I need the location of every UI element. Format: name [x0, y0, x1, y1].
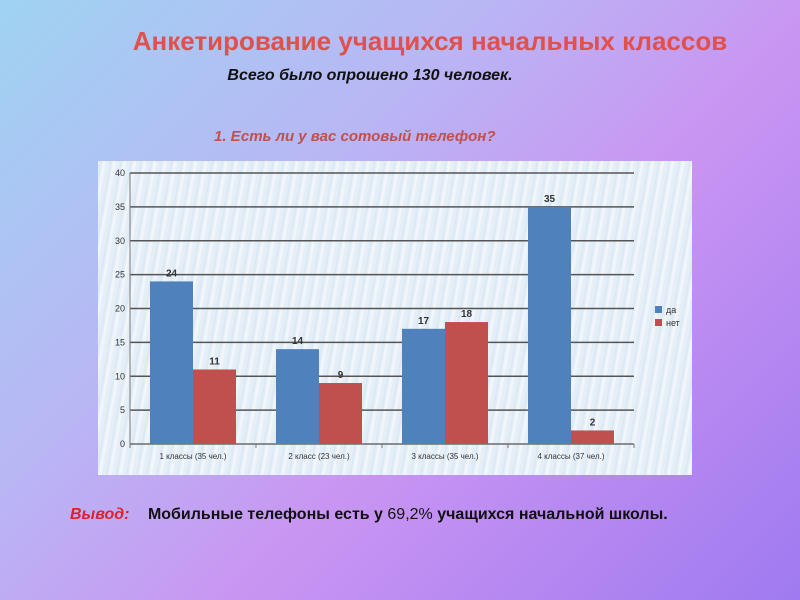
conclusion-text-end: учащихся начальной школы.: [437, 506, 668, 523]
conclusion: Вывод: Мобильные телефоны есть у 69,2% у…: [70, 502, 690, 528]
survey-question: 1. Есть ли у вас сотовый телефон?: [214, 128, 496, 145]
y-tick-label: 25: [115, 270, 125, 280]
data-label: 24: [166, 268, 178, 279]
bar-no: [571, 430, 614, 444]
chart-panel: 0 5 10 15 20 25 30 35 40 24 11 1 классы (35 чел.) 14…: [98, 161, 692, 475]
bar-yes: [150, 281, 193, 444]
data-label: 9: [338, 370, 344, 381]
y-tick-label: 10: [115, 371, 125, 381]
conclusion-percent: 69,2%: [387, 506, 433, 523]
survey-total: Всего было опрошено 130 человек.: [227, 67, 513, 84]
conclusion-text-start: Мобильные телефоны есть у: [147, 506, 383, 523]
slide-title: Анкетирование учащихся начальных классов: [132, 26, 728, 56]
bar-chart: 0 5 10 15 20 25 30 35 40 24 11 1 классы (35 чел.) 14…: [115, 168, 680, 461]
data-label: 14: [292, 336, 304, 347]
x-tick-label: 2 класс (23 чел.): [288, 452, 350, 461]
x-tick-label: 4 классы (37 чел.): [537, 452, 604, 461]
bar-yes: [528, 206, 571, 444]
y-tick-label: 30: [115, 236, 125, 246]
y-tick-label: 40: [115, 168, 125, 178]
bar-yes: [276, 349, 319, 444]
legend-label: да: [666, 305, 676, 315]
bar-yes: [402, 328, 445, 444]
x-tick-label: 3 классы (35 чел.): [411, 452, 478, 461]
data-label: 11: [209, 356, 220, 367]
y-tick-label: 35: [115, 202, 125, 212]
legend-swatch: [655, 319, 662, 326]
y-tick-label: 15: [115, 337, 125, 347]
data-label: 35: [544, 194, 556, 205]
y-tick-label: 20: [115, 304, 125, 314]
data-label: 18: [461, 309, 473, 320]
bar-no: [193, 369, 236, 444]
legend-swatch: [655, 306, 662, 313]
data-label: 2: [590, 417, 596, 428]
y-tick-label: 5: [120, 405, 125, 415]
bar-no: [319, 383, 362, 444]
conclusion-label: Вывод:: [70, 506, 130, 523]
bar-no: [445, 322, 488, 444]
data-label: 17: [418, 316, 430, 327]
x-tick-label: 1 классы (35 чел.): [159, 452, 226, 461]
y-tick-label: 0: [120, 439, 125, 449]
legend-label: нет: [666, 318, 680, 328]
